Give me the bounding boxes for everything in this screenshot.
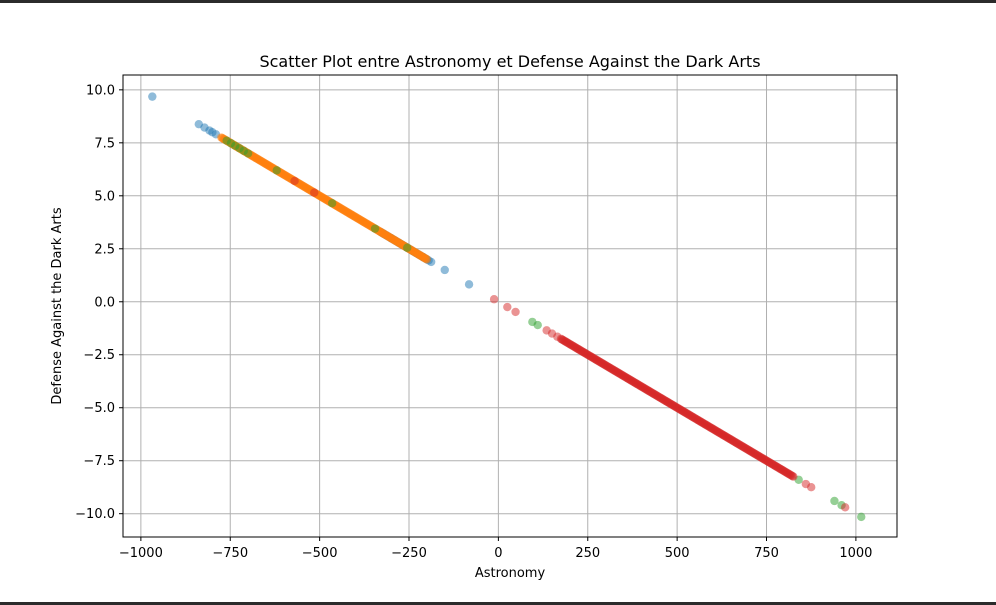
y-tick-label: −2.5 [83,348,115,363]
y-tick-label: −7.5 [83,454,115,469]
x-tick-label: −500 [302,546,338,561]
grid-lines [123,75,897,537]
y-tick-label: 5.0 [94,189,115,204]
y-tick-label: 2.5 [94,242,115,257]
data-point [840,503,850,512]
x-tick-label: −250 [391,546,427,561]
data-point [511,307,520,317]
data-point [403,243,412,252]
data-point [422,255,432,264]
x-tick-label: 750 [754,546,779,561]
data-point [440,265,449,275]
data-point [148,92,157,101]
y-tick-label: −10.0 [75,507,115,522]
x-axis-label: Astronomy [475,566,546,581]
x-tick-label: 1000 [839,546,872,561]
data-point [327,199,337,208]
data-point [464,280,474,289]
y-tick-label: −5.0 [83,401,115,416]
data-point [857,512,866,522]
y-axis-label: Defense Against the Dark Arts [50,207,65,404]
y-tick-label: 10.0 [86,83,115,98]
series-3 [290,176,850,512]
series-2 [222,136,866,522]
data-point [310,188,319,197]
data-point [806,482,816,492]
x-tick-label: 0 [494,546,502,561]
x-tick-label: −1000 [119,546,163,561]
x-tick-label: 500 [665,546,690,561]
window-bottom-border [0,602,996,605]
plot-frame [122,74,898,538]
data-point [370,224,380,233]
y-tick-label: 0.0 [94,295,115,310]
window-top-border [0,0,996,3]
data-point [290,176,299,186]
axis-ticks: −1000 −750 −500 −250 0 250 500 750 1000 10.0 7.5 5.… [75,83,872,561]
chart-title: Scatter Plot entre Astronomy et Defense … [259,52,760,71]
data-point [489,295,499,304]
x-tick-label: 250 [575,546,600,561]
data-point [830,496,839,506]
data-point [243,149,253,158]
data-point [272,166,281,175]
y-tick-label: 7.5 [94,136,115,151]
data-point [789,472,798,481]
data-points [148,92,866,522]
data-point [503,302,512,312]
data-point [533,320,542,330]
x-tick-label: −750 [212,546,248,561]
